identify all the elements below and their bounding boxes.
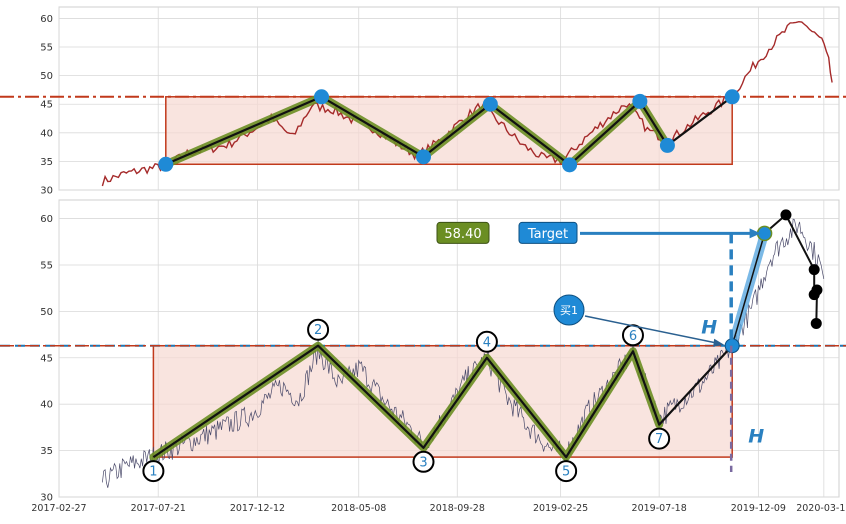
x-tick-label: 2019-07-18 (632, 503, 687, 514)
height-label-lower: H (748, 426, 764, 448)
pivot-number-circle (307, 318, 330, 341)
y-tick-label: 35 (40, 446, 53, 457)
x-tick-label: 2018-09-28 (430, 503, 485, 514)
target-arrow-head (749, 228, 761, 239)
future-point (780, 209, 792, 221)
pattern-line (152, 344, 734, 459)
pivot-marker (724, 89, 740, 105)
y-tick-label: 55 (40, 260, 53, 271)
pivot-number-label: 5 (562, 465, 570, 480)
pivot-marker (632, 93, 648, 109)
x-tick-label: 2019-02-25 (533, 503, 588, 514)
y-tick-label: 45 (40, 100, 53, 111)
y-tick-label: 55 (40, 43, 53, 54)
y-tick-label: 30 (40, 186, 53, 197)
target-label-box (518, 221, 578, 244)
future-point (811, 284, 823, 296)
y-tick-label: 40 (40, 400, 53, 411)
pivot-number-circle (412, 450, 435, 473)
pivot-number-label: 1 (149, 465, 157, 480)
y-tick-label: 45 (40, 353, 53, 364)
pivot-marker (659, 137, 675, 153)
pivot-number-label: 6 (629, 329, 637, 344)
x-tick-label: 2017-12-12 (230, 503, 285, 514)
buy-marker (553, 294, 585, 326)
pivot-number-label: 2 (314, 323, 322, 338)
target-price-label: 58.40 (444, 227, 481, 242)
buy-callout-head (713, 338, 725, 347)
height-label-upper: H (701, 317, 717, 339)
future-point (808, 264, 820, 276)
y-tick-label: 50 (40, 71, 53, 82)
x-tick-label: 2019-12-09 (731, 503, 786, 514)
pivot-number-label: 3 (419, 455, 427, 470)
future-point (810, 317, 822, 329)
pivot-number-circle (142, 460, 165, 483)
x-tick-label: 2018-05-08 (331, 503, 386, 514)
pivot-number-circle (475, 330, 498, 353)
target-price-box (436, 221, 490, 244)
y-tick-label: 40 (40, 128, 53, 139)
y-tick-label: 60 (40, 214, 53, 225)
pivot-marker (482, 96, 498, 112)
pivot-marker (158, 156, 174, 172)
y-tick-label: 35 (40, 157, 53, 168)
top-panel: 30 35 40 45 50 55 60 (0, 6, 846, 197)
x-tick-label: 2017-07-21 (131, 503, 186, 514)
buy-callout-line (584, 315, 721, 345)
x-tick-label: 2020-03-13 (796, 503, 846, 514)
breakout-line (731, 233, 766, 346)
pivot-number-label: 4 (483, 335, 491, 350)
pivot-number-circle (555, 460, 578, 483)
bottom-panel: 303540455055601234567HHTarget58.40买12017… (0, 199, 846, 514)
price-series-line (102, 218, 825, 488)
pattern-line (165, 95, 733, 166)
target-label-text: Target (527, 227, 568, 242)
pivot-marker (416, 149, 432, 165)
y-tick-label: 30 (40, 493, 53, 504)
y-tick-label: 60 (40, 14, 53, 25)
y-tick-label: 50 (40, 307, 53, 318)
pivot-marker (562, 157, 578, 173)
x-tick-label: 2017-02-27 (31, 503, 86, 514)
buy-marker-label: 买1 (560, 304, 578, 317)
pivot-number-circle (648, 427, 671, 450)
pivot-number-label: 7 (655, 432, 663, 447)
pivot-marker (314, 89, 330, 105)
